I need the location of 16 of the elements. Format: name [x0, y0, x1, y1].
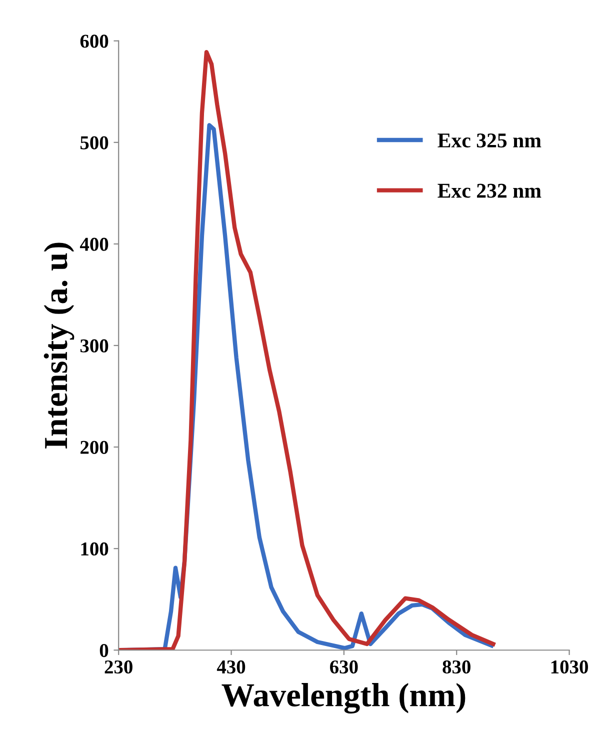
x-tick-label: 1030 — [551, 660, 588, 674]
y-tick-label: 300 — [80, 339, 108, 352]
legend-label: Exc 325 nm — [438, 134, 542, 148]
x-tick-label: 630 — [330, 660, 358, 674]
x-tick-label: 230 — [104, 660, 132, 674]
y-axis-title: Intensity (a. u) — [44, 242, 74, 449]
y-tick-label: 500 — [80, 136, 108, 150]
x-axis-title: Wavelength (nm) — [222, 683, 466, 714]
y-tick-label: 600 — [80, 34, 108, 48]
legend-label: Exc 232 nm — [438, 184, 542, 198]
y-tick-label: 100 — [81, 542, 108, 556]
y-tick-label: 400 — [80, 238, 108, 251]
x-tick-label: 430 — [216, 660, 246, 674]
y-tick-label: 0 — [100, 644, 108, 658]
y-tick-label: 200 — [80, 440, 108, 454]
x-tick-label: 830 — [442, 660, 470, 674]
